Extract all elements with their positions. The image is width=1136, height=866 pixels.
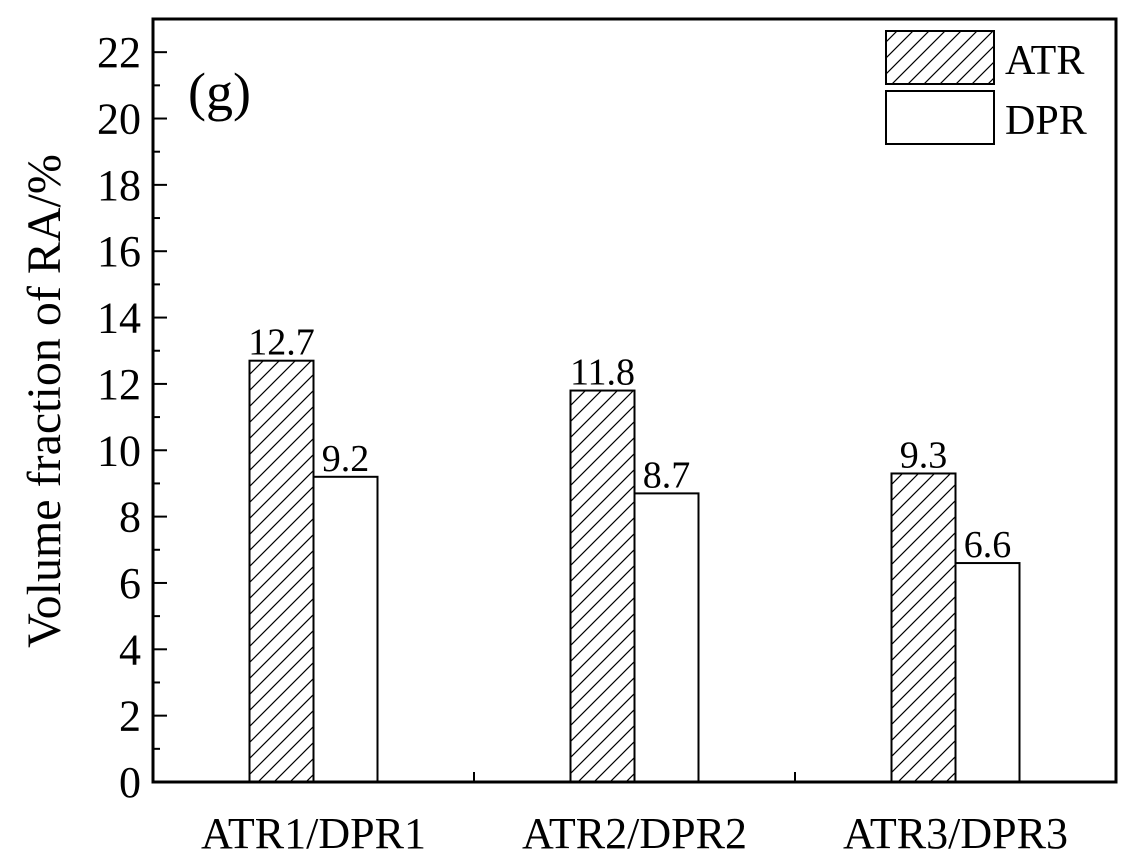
y-tick-label: 18	[97, 161, 141, 210]
y-tick-label: 14	[97, 294, 141, 343]
y-axis-ticks: 0 2 4 6 8 10 12 14 16 18 20 22	[97, 28, 167, 807]
legend-label-dpr: DPR	[1005, 98, 1087, 144]
bar-atr	[569, 389, 636, 783]
bars-group	[248, 359, 1021, 784]
legend-label-atr: ATR	[1005, 38, 1084, 84]
data-labels-group: 12.7 9.2 11.8 8.7 9.3 6.6	[248, 322, 1011, 566]
panel-label: (g)	[188, 62, 251, 122]
x-tick-label: ATR2/DPR2	[522, 809, 747, 858]
bar-dpr	[312, 475, 379, 783]
data-label-atr: 9.3	[900, 434, 948, 476]
data-label-dpr: 9.2	[322, 438, 370, 480]
x-axis-ticks: ATR1/DPR1 ATR2/DPR2 ATR3/DPR3	[201, 772, 1068, 858]
legend: ATR DPR	[885, 30, 1087, 145]
y-axis-title: Volume fraction of RA/%	[18, 154, 71, 648]
y-tick-label: 4	[119, 625, 141, 674]
x-tick-label: ATR3/DPR3	[843, 809, 1068, 858]
plot-frame	[151, 17, 1118, 784]
data-label-dpr: 6.6	[964, 524, 1012, 566]
bar-atr	[248, 359, 315, 783]
legend-swatch-dpr	[885, 90, 995, 145]
y-tick-label: 20	[97, 95, 141, 144]
data-label-atr: 12.7	[248, 322, 315, 364]
bar-dpr	[954, 562, 1021, 784]
y-tick-label: 10	[97, 426, 141, 475]
y-tick-label: 12	[97, 360, 141, 409]
y-tick-label: 16	[97, 227, 141, 276]
x-tick-label: ATR1/DPR1	[201, 809, 426, 858]
y-tick-label: 22	[97, 28, 141, 77]
y-tick-label: 6	[119, 559, 141, 608]
data-label-atr: 11.8	[570, 352, 635, 394]
y-tick-label: 8	[119, 493, 141, 542]
legend-swatch-atr	[885, 30, 995, 85]
bar-dpr	[633, 492, 700, 783]
y-tick-label: 0	[119, 758, 141, 807]
bar-atr	[890, 472, 957, 783]
y-tick-label: 2	[119, 692, 141, 741]
data-label-dpr: 8.7	[643, 454, 691, 496]
